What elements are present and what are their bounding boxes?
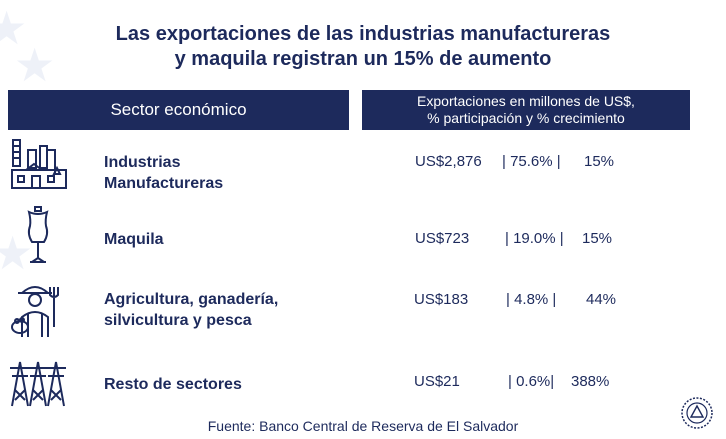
growth-resto: 388% [571,373,610,390]
amount-agricultura: US$183 [414,291,469,308]
header-exports-line-1: Exportaciones en millones de US$, [417,93,635,109]
watermark-star-icon: ★ [14,39,56,91]
growth-maquila: 15% [582,230,613,247]
share-resto: | 0.6%| [508,373,555,390]
amount-resto: US$21 [414,373,460,390]
header-sector: Sector económico [8,90,349,130]
government-seal-icon [681,397,713,429]
growth-agricultura: 44% [586,291,617,308]
watermark-star-icon: ★ [0,2,28,54]
sector-name-agricultura: Agricultura, ganadería, silvicultura y p… [104,291,279,329]
header-sector-label: Sector económico [110,100,247,119]
amount-maquila: US$723 [415,230,470,247]
share-maquila: | 19.0% | [505,230,564,247]
source-note: Fuente: Banco Central de Reserva de El S… [207,418,519,434]
share-industrias: | 75.6% | [502,153,561,170]
header-exports: Exportaciones en millones de US$, % part… [362,90,690,130]
power-tower-icon [10,361,66,407]
sector-name-resto: Resto de sectores [104,376,242,393]
share-agricultura: | 4.8% | [506,291,557,308]
growth-industrias: 15% [584,153,615,170]
dress-form-icon [27,206,49,263]
page-title: Las exportaciones de las industrias manu… [0,22,726,72]
amount-industrias: US$2,876 [415,153,482,170]
sector-name-industrias: Industrias Manufactureras [104,154,224,192]
watermark-star-icon: ★ [0,227,34,279]
title-line-1: Las exportaciones de las industrias manu… [115,23,611,45]
header-exports-line-2: % participación y % crecimiento [427,110,625,126]
sector-name-maquila: Maquila [104,231,164,248]
title-line-2: y maquila registran un 15% de aumento [174,48,552,70]
factory-icon [11,139,67,189]
farmer-icon [11,286,59,337]
